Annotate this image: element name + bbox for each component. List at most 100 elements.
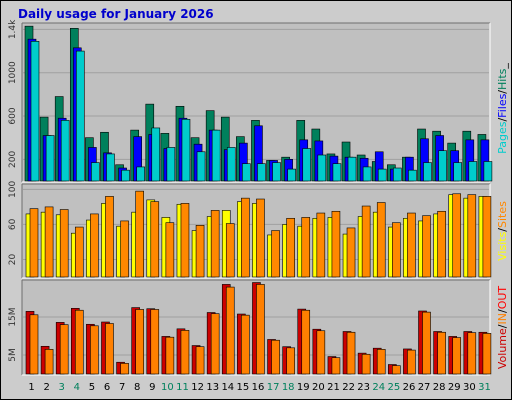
legend-files: Files — [496, 93, 509, 117]
in-bar — [331, 357, 341, 375]
x-tick-label: 28 — [433, 382, 446, 393]
in-bar — [150, 309, 160, 375]
legend-sep: / — [496, 324, 509, 328]
sites-bar — [210, 210, 220, 278]
x-tick-label: 11 — [176, 382, 189, 393]
x-tick-label: 21 — [327, 382, 340, 393]
pages-bar — [91, 162, 100, 182]
pages-bar — [468, 161, 478, 182]
pages-bar — [302, 148, 312, 182]
sites-bar — [165, 222, 175, 278]
x-tick-label: 14 — [221, 382, 234, 393]
pages-bar — [272, 162, 281, 182]
sites-bar — [361, 205, 371, 278]
x-tick-label: 10 — [161, 382, 174, 393]
legend-out: OUT — [496, 286, 509, 310]
sites-bar — [135, 190, 144, 278]
legend-visits: Visits — [496, 231, 509, 260]
sites-bar — [241, 197, 250, 278]
in-bar — [286, 347, 295, 375]
in-bar — [407, 349, 416, 375]
sites-bar — [286, 217, 295, 278]
pages-bar — [121, 169, 130, 182]
sites-bar — [407, 212, 416, 278]
x-tick-label: 24 — [372, 382, 385, 393]
in-bar — [210, 313, 220, 375]
in-bar — [29, 314, 39, 375]
x-tick-label: 26 — [403, 382, 416, 393]
sites-bar — [452, 193, 462, 278]
pages-bar — [242, 163, 251, 182]
legend-trailer: _ — [496, 63, 509, 70]
pages-bar — [377, 168, 387, 182]
hits-legend: Pages/Files/Hits_ — [496, 63, 509, 154]
visits-axis-tick-label: 20 — [8, 253, 18, 265]
x-tick-label: 2 — [43, 382, 49, 393]
x-tick-label: 13 — [206, 382, 219, 393]
sites-bar — [90, 213, 99, 278]
sites-bar — [271, 230, 280, 278]
pages-bar — [317, 154, 327, 182]
pages-bar — [438, 150, 447, 182]
sites-bar — [482, 196, 492, 278]
x-tick-label: 15 — [237, 382, 250, 393]
in-bar — [437, 331, 446, 375]
pages-bar — [211, 129, 221, 182]
hits-axis-tick-label: 1000 — [8, 61, 18, 84]
in-bar — [452, 337, 462, 375]
pages-bar — [287, 168, 296, 182]
sites-bar — [44, 206, 54, 278]
in-bar — [316, 330, 326, 375]
pages-bar — [226, 147, 236, 182]
in-bar — [165, 336, 175, 375]
pages-bar — [257, 163, 266, 182]
in-bar — [180, 330, 190, 375]
pages-bar — [453, 162, 463, 182]
page-title: Daily usage for January 2026 — [18, 7, 214, 21]
pages-bar — [408, 169, 417, 182]
volume-legend: Volume/IN/OUT — [496, 286, 509, 370]
x-tick-label: 22 — [342, 382, 355, 393]
x-tick-label: 1 — [28, 382, 34, 393]
sites-bar — [392, 222, 401, 278]
pages-bar — [393, 167, 402, 182]
in-bar — [361, 353, 371, 375]
in-bar — [59, 324, 69, 375]
sites-bar — [437, 210, 446, 278]
visits-legend: Visits/Sites — [496, 201, 509, 261]
sites-bar — [346, 227, 356, 278]
legend-sep: / — [496, 228, 509, 232]
pages-bar — [347, 156, 357, 182]
x-tick-label: 19 — [297, 382, 310, 393]
pages-bar — [60, 120, 70, 182]
x-tick-label: 16 — [252, 382, 265, 393]
in-bar — [467, 332, 477, 375]
legend-in: IN — [496, 313, 509, 324]
sites-bar — [316, 212, 326, 278]
sites-bar — [59, 209, 69, 278]
x-tick-label: 29 — [448, 382, 461, 393]
legend-sep: / — [496, 309, 509, 313]
sites-bar — [376, 202, 386, 278]
in-bar — [195, 346, 205, 375]
x-tick-label: 25 — [388, 382, 401, 393]
pages-bar — [332, 163, 342, 182]
sites-bar — [301, 217, 311, 278]
pages-bar — [181, 118, 191, 182]
visits-axis-tick-label: 60 — [8, 218, 18, 230]
in-bar — [422, 311, 431, 375]
legend-sep: / — [496, 90, 509, 94]
in-bar — [376, 349, 386, 375]
pages-bar — [362, 166, 372, 182]
in-bar — [90, 325, 99, 375]
in-bar — [225, 286, 235, 375]
volume-axis-tick-label: 15M — [8, 307, 18, 326]
visits-axis-tick-label: 100 — [8, 181, 18, 198]
pages-bar — [136, 166, 145, 182]
in-bar — [271, 339, 280, 375]
x-tick-label: 4 — [74, 382, 80, 393]
x-tick-label: 5 — [89, 382, 95, 393]
in-bar — [135, 309, 144, 375]
